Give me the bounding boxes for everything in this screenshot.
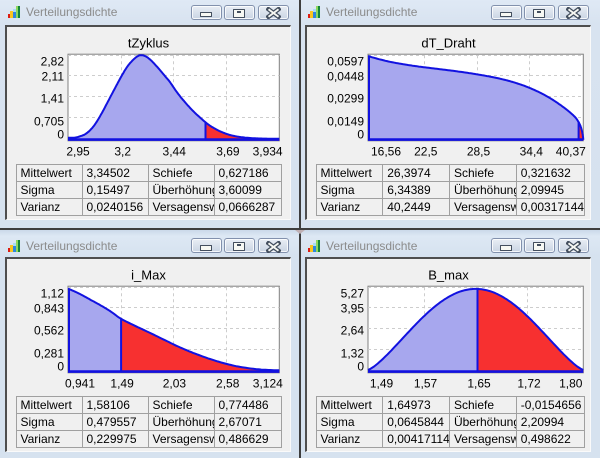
svg-text:1,49: 1,49 (370, 376, 394, 390)
svg-text:1,41: 1,41 (41, 92, 65, 106)
svg-text:3,69: 3,69 (216, 144, 240, 158)
svg-text:2,03: 2,03 (163, 376, 187, 390)
svg-text:dT_Draht: dT_Draht (421, 36, 476, 51)
svg-text:0,941: 0,941 (65, 376, 95, 390)
svg-text:0,0448: 0,0448 (327, 70, 364, 84)
svg-text:3,95: 3,95 (341, 302, 365, 316)
svg-text:5,27: 5,27 (341, 286, 365, 300)
svg-text:1,57: 1,57 (414, 376, 438, 390)
svg-text:i_Max: i_Max (131, 268, 166, 283)
svg-text:0: 0 (357, 128, 364, 142)
svg-text:0,0149: 0,0149 (327, 114, 364, 128)
svg-text:B_max: B_max (428, 268, 469, 283)
svg-text:0: 0 (357, 360, 364, 374)
svg-text:2,95: 2,95 (66, 144, 90, 158)
svg-text:2,64: 2,64 (341, 324, 365, 338)
svg-text:16,56: 16,56 (371, 144, 401, 158)
svg-text:40,37: 40,37 (556, 144, 586, 158)
svg-text:1,32: 1,32 (341, 346, 365, 360)
svg-text:0: 0 (57, 360, 64, 374)
svg-text:0,281: 0,281 (34, 346, 64, 360)
svg-text:3,44: 3,44 (163, 144, 187, 158)
svg-text:3,124: 3,124 (253, 376, 283, 390)
svg-text:28,5: 28,5 (467, 144, 491, 158)
svg-text:0,0299: 0,0299 (327, 92, 364, 106)
svg-text:3,934: 3,934 (253, 144, 283, 158)
svg-text:tZyklus: tZyklus (128, 36, 170, 51)
svg-text:1,49: 1,49 (110, 376, 134, 390)
svg-text:1,65: 1,65 (467, 376, 491, 390)
svg-text:2,58: 2,58 (216, 376, 240, 390)
svg-text:34,4: 34,4 (520, 144, 544, 158)
svg-text:1,12: 1,12 (41, 286, 65, 300)
svg-text:0,843: 0,843 (34, 302, 64, 316)
svg-text:0: 0 (57, 128, 64, 142)
svg-text:0,0597: 0,0597 (327, 54, 364, 68)
svg-text:22,5: 22,5 (414, 144, 438, 158)
svg-text:2,11: 2,11 (42, 70, 65, 84)
svg-text:1,72: 1,72 (517, 376, 541, 390)
svg-text:0,705: 0,705 (34, 114, 64, 128)
svg-text:2,82: 2,82 (41, 54, 65, 68)
svg-text:3,2: 3,2 (114, 144, 131, 158)
svg-text:1,80: 1,80 (559, 376, 583, 390)
svg-text:0,562: 0,562 (34, 324, 64, 338)
